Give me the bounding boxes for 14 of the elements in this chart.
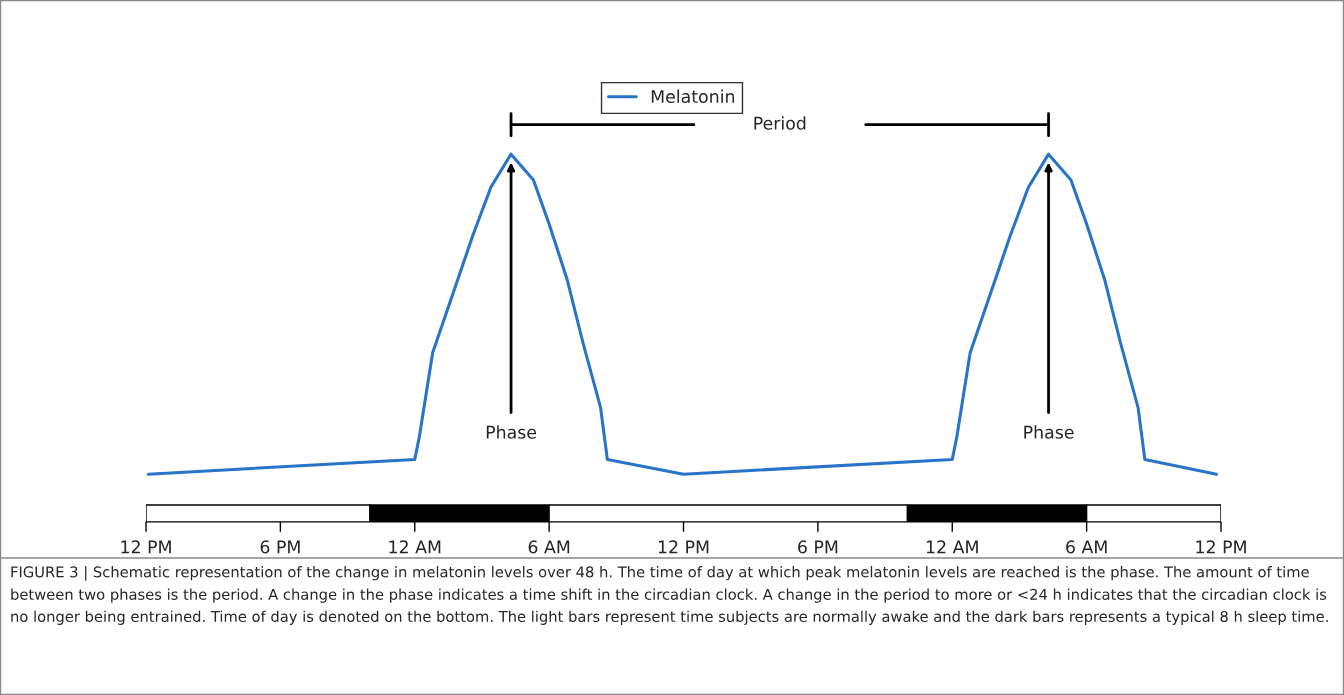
x-tick-label: 6 PM	[260, 540, 300, 554]
x-tick-label: 12 PM	[1196, 540, 1246, 554]
annotation: Phase	[1024, 425, 1074, 439]
x-tick-label: 6 PM	[798, 540, 838, 554]
x-tick-label: 12 AM	[926, 540, 978, 554]
annotation: Phase	[486, 425, 537, 439]
x-tick-label: 6 AM	[1066, 540, 1107, 554]
x-tick-label: 12 PM	[121, 540, 171, 554]
legend-label: Melatonin	[651, 89, 735, 104]
x-tick-label: 6 AM	[528, 540, 570, 554]
x-tick-label: 12 AM	[389, 540, 441, 554]
x-tick-label: 12 PM	[658, 540, 709, 554]
caption: FIGURE 3 | Schematic representation of the change in melatonin levels over 48 h. The time of day at which peak melatonin levels are reached is the phase. The amount of time between two phases is the period. A change in the phase indicates a time shift in the circadian clock. A change in the period to more or <24 h indicates that the circadian clock is no longer being entrained. Time of day is denoted on the bottom. The light bars represent time subjects are normally awake and the dark bars represents a typical 8 h sleep time.	[11, 566, 1328, 625]
text: Period	[754, 116, 806, 130]
